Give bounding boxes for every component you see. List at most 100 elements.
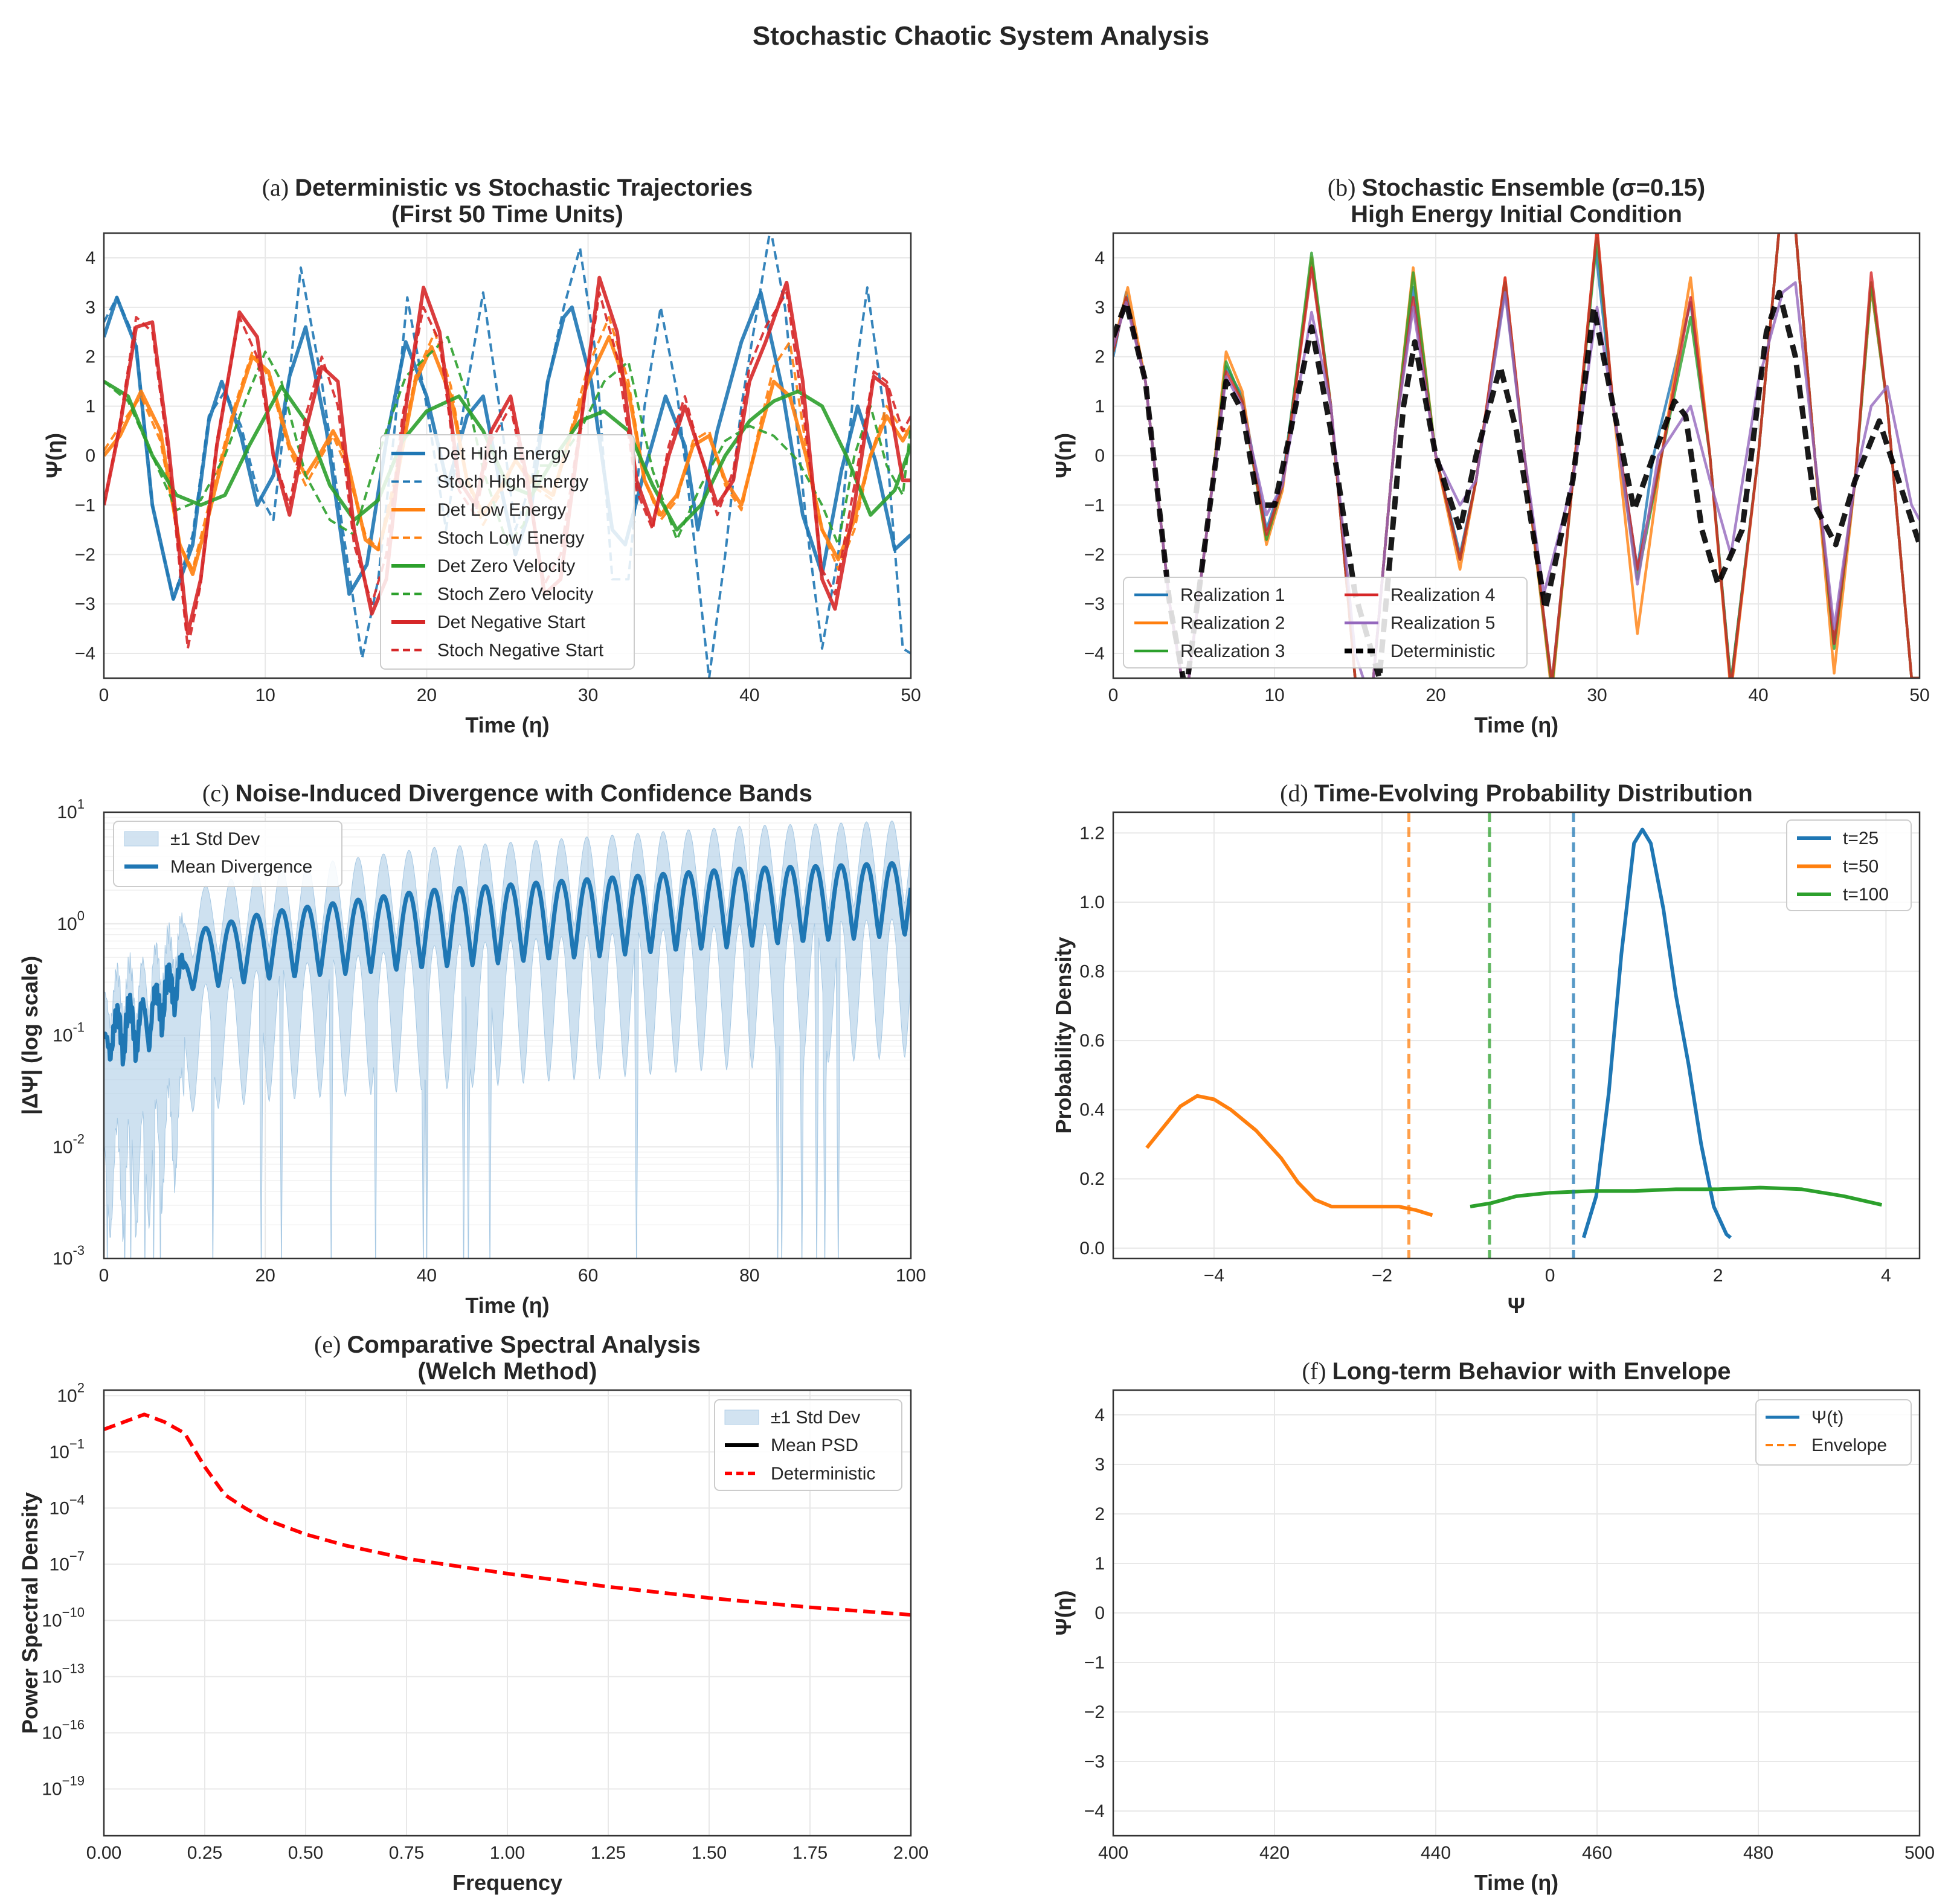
legend-swatch [124, 831, 159, 847]
x-tick-label: 30 [578, 685, 598, 705]
y-tick-label: −2 [1084, 545, 1105, 565]
series-line [104, 291, 911, 650]
panel-title-text: Deterministic vs Stochastic Trajectories [295, 175, 753, 201]
y-tick-label: 1.2 [1079, 823, 1105, 843]
y-tick-label: 0.2 [1079, 1169, 1105, 1189]
y-tick-label: 102 [57, 1380, 85, 1406]
y-tick-exponent: -1 [72, 1020, 85, 1035]
density-line [1581, 827, 1732, 1239]
panel-letter: (d) [1280, 780, 1314, 807]
panel-title-text: Long-term Behavior with Envelope [1332, 1358, 1731, 1385]
panel-b: 0 10 20 30 40 50 −4 −3 −2 −1 0 1 2 3 4 Time (η) Ψ(η) (b) … [1051, 174, 1930, 737]
x-tick-label: 50 [1909, 685, 1929, 705]
y-tick-label: 1.0 [1079, 893, 1105, 912]
legend-label: Realization 1 [1180, 585, 1285, 605]
y-tick-label: 10−19 [42, 1773, 85, 1799]
y-tick-label: −2 [1084, 1702, 1105, 1722]
density-line [1145, 1094, 1433, 1217]
y-axis-label: Ψ(η) [1051, 1590, 1076, 1635]
y-tick-exponent: 2 [77, 1380, 85, 1395]
legend-label: Envelope [1811, 1435, 1887, 1455]
legend-label: Realization 3 [1180, 641, 1285, 661]
y-axis-label: Power Spectral Density [18, 1492, 42, 1734]
legend-label: Realization 5 [1390, 614, 1495, 633]
x-tick-label: −2 [1372, 1266, 1392, 1286]
y-axis-label: Ψ(η) [42, 433, 66, 478]
x-tick-label: 60 [578, 1266, 598, 1286]
y-tick-exponent: -3 [72, 1243, 85, 1258]
y-tick-label: 10−7 [50, 1548, 85, 1574]
x-axis-label: Time (η) [465, 1293, 549, 1318]
y-tick-label: −3 [75, 594, 95, 614]
legend-label: Deterministic [771, 1464, 875, 1484]
density-line [1470, 1185, 1883, 1209]
legend-label: t=100 [1843, 885, 1889, 905]
y-tick-label: 10−13 [42, 1661, 85, 1687]
x-tick-label: 4 [1881, 1266, 1891, 1286]
y-tick-exponent: −1 [69, 1436, 85, 1451]
x-tick-label: 2.00 [893, 1843, 928, 1863]
y-axis-label: Ψ(η) [1051, 433, 1076, 478]
panel-e: 0.00 0.25 0.50 0.75 1.00 1.25 1.50 1.75 2.00 102 1… [18, 1331, 928, 1895]
legend-label: ±1 Std Dev [771, 1408, 860, 1428]
x-tick-label: 1.00 [490, 1843, 525, 1863]
y-tick-label: 0.0 [1079, 1239, 1105, 1258]
y-tick-label: 10-2 [53, 1131, 85, 1157]
legend-box [380, 434, 635, 670]
series-group [104, 820, 911, 1258]
legend-label: t=50 [1843, 857, 1879, 877]
x-tick-label: 20 [1425, 685, 1445, 705]
panel-f: 400 420 440 460 480 500 −4 −3 −2 −1 0 1 2 3 4 Time (η) Ψ… [1051, 1357, 1935, 1895]
y-tick-label: 0 [1094, 446, 1105, 466]
panel-a: 0 10 20 30 40 50 −4 −3 −2 −1 0 1 2 3 4 Time (η) Ψ(η) (a) … [42, 174, 921, 737]
panel-title: (b) Stochastic Ensemble (σ=0.15) [1328, 174, 1705, 201]
panel-title-text: Time-Evolving Probability Distribution [1314, 780, 1753, 807]
x-tick-label: 2 [1713, 1266, 1723, 1286]
y-tick-label: 10-1 [53, 1020, 85, 1046]
y-tick-label: 0 [85, 446, 95, 466]
legend-label: Det High Energy [437, 444, 570, 464]
y-tick-label: 3 [1094, 298, 1105, 318]
y-tick-label: 4 [85, 248, 95, 268]
panel-letter: (f) [1302, 1357, 1332, 1385]
plot-border [103, 1389, 912, 1837]
y-tick-label: 2 [1094, 347, 1105, 367]
legend-label: Mean PSD [771, 1435, 858, 1455]
y-tick-label: 10−16 [42, 1717, 85, 1743]
y-tick-label: −4 [1084, 1801, 1105, 1821]
y-tick-label: 3 [1094, 1455, 1105, 1475]
x-tick-label: 0 [1545, 1266, 1555, 1286]
panel-title: (e) Comparative Spectral Analysis [314, 1331, 701, 1358]
panel-title-text: Comparative Spectral Analysis [347, 1332, 700, 1358]
x-axis-label: Frequency [452, 1870, 562, 1895]
y-tick-label: 10−4 [50, 1492, 85, 1518]
x-tick-label: 0 [99, 1266, 109, 1286]
legend-label: Deterministic [1390, 641, 1495, 661]
x-tick-label: 0 [1108, 685, 1119, 705]
panel-letter: (c) [202, 780, 235, 807]
series-group [1145, 812, 1883, 1258]
y-tick-label: 0.4 [1079, 1100, 1105, 1120]
x-tick-label: 500 [1904, 1843, 1935, 1863]
legend-label: Realization 2 [1180, 614, 1285, 633]
plot-border [103, 232, 912, 679]
y-tick-label: −1 [75, 495, 95, 515]
panel-title-line2: High Energy Initial Condition [1351, 201, 1682, 228]
x-tick-label: 0 [99, 685, 109, 705]
x-tick-label: 50 [901, 685, 921, 705]
legend-label: Stoch Negative Start [437, 641, 604, 661]
y-tick-label: 2 [1094, 1504, 1105, 1524]
legend-label: Stoch High Energy [437, 472, 588, 492]
legend-box [714, 1399, 902, 1491]
y-tick-label: 0.8 [1079, 962, 1105, 982]
y-tick-label: −4 [75, 644, 95, 664]
panel-title: (c) Noise-Induced Divergence with Confid… [202, 780, 812, 807]
y-tick-label: 0 [1094, 1603, 1105, 1623]
deterministic-psd-line [104, 1412, 911, 1617]
panel-letter: (e) [314, 1331, 347, 1358]
panel-title: (f) Long-term Behavior with Envelope [1302, 1357, 1731, 1385]
legend-label: Ψ(t) [1811, 1408, 1843, 1428]
x-tick-label: 1.75 [792, 1843, 828, 1863]
